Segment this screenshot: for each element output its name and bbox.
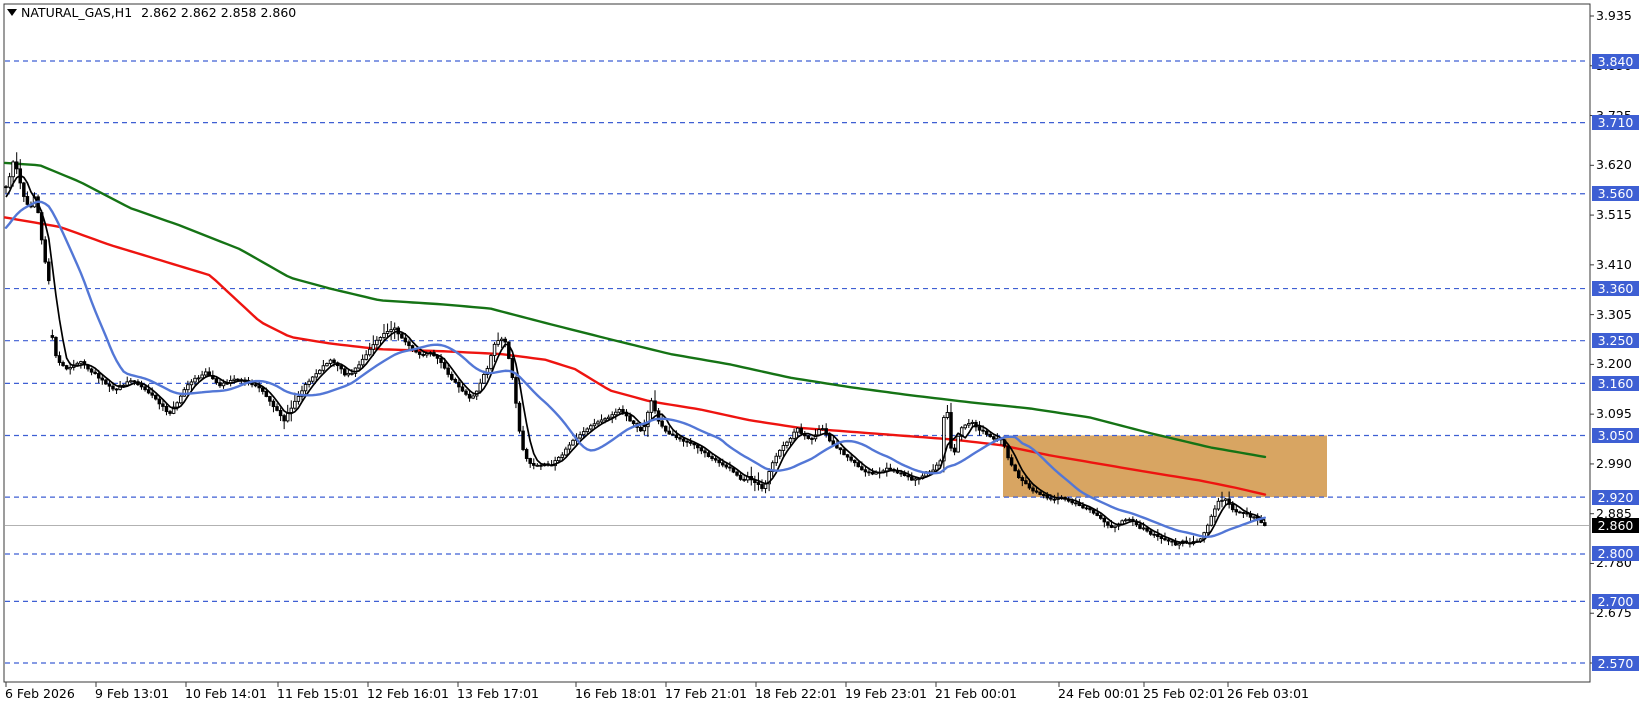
ma-black-line (5, 174, 1266, 545)
price-level-badge: 2.800 (1592, 546, 1639, 561)
price-level-badge: 2.920 (1592, 490, 1639, 505)
price-tick-label: 3.095 (1596, 406, 1632, 421)
price-tick-label: 2.990 (1596, 456, 1632, 471)
time-tick-label: 12 Feb 16:01 (367, 686, 450, 701)
plot-border (3, 3, 1591, 683)
price-tick-label: 3.620 (1596, 157, 1632, 172)
price-level-badge: 3.560 (1592, 186, 1639, 201)
price-tick-label: 3.200 (1596, 356, 1632, 371)
time-tick-label: 13 Feb 17:01 (457, 686, 540, 701)
price-level-badge: 3.050 (1592, 428, 1639, 443)
time-tick-label: 6 Feb 2026 (5, 686, 75, 701)
price-tick-label: 3.305 (1596, 307, 1632, 322)
ma-green-line (3, 161, 1267, 459)
price-tick-label: 3.410 (1596, 257, 1632, 272)
price-tick-label: 2.885 (1596, 506, 1632, 521)
ma-blue-line (4, 200, 1267, 539)
price-level-badge: 3.250 (1592, 333, 1639, 348)
price-tick-label: 3.935 (1596, 8, 1632, 23)
chart-title: NATURAL_GAS,H1 2.862 2.862 2.858 2.860 (21, 5, 296, 20)
time-tick-label: 24 Feb 00:01 (1058, 686, 1141, 701)
price-tick-label: 3.515 (1596, 207, 1632, 222)
price-level-badge: 2.570 (1592, 656, 1639, 671)
ma-red-line (3, 216, 1267, 496)
time-tick-label: 25 Feb 02:01 (1143, 686, 1226, 701)
axis-ticks (5, 15, 1594, 687)
time-tick-label: 16 Feb 18:01 (575, 686, 658, 701)
time-tick-label: 19 Feb 23:01 (845, 686, 928, 701)
price-level-badge: 3.160 (1592, 376, 1639, 391)
time-tick-label: 10 Feb 14:01 (185, 686, 268, 701)
time-tick-label: 17 Feb 21:01 (665, 686, 748, 701)
ohlc-quote-label: 2.862 2.862 2.858 2.860 (141, 5, 297, 20)
price-level-badge: 2.700 (1592, 594, 1639, 609)
symbol-period-label: NATURAL_GAS,H1 (21, 5, 133, 20)
time-tick-label: 21 Feb 00:01 (935, 686, 1018, 701)
price-level-badge: 3.710 (1592, 115, 1639, 130)
price-level-badge: 3.360 (1592, 281, 1639, 296)
current-price-badge: 2.860 (1592, 518, 1639, 533)
time-tick-label: 9 Feb 13:01 (95, 686, 170, 701)
symbol-dropdown-icon (7, 9, 17, 16)
price-level-badge: 3.840 (1592, 54, 1639, 69)
time-tick-label: 11 Feb 15:01 (277, 686, 360, 701)
time-tick-label: 26 Feb 03:01 (1227, 686, 1310, 701)
level-lines (5, 60, 1589, 664)
supply-zone-rect[interactable] (1003, 435, 1327, 498)
time-tick-label: 18 Feb 22:01 (755, 686, 838, 701)
